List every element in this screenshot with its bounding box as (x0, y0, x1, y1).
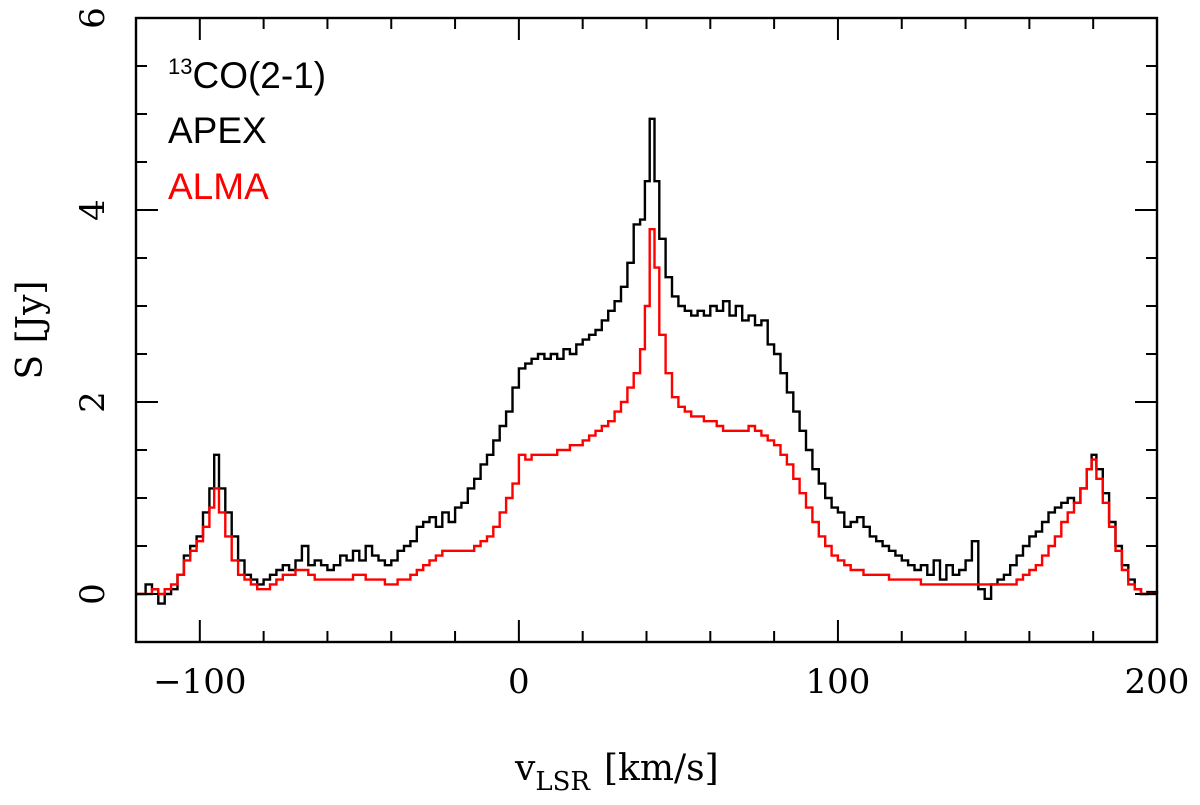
ticks-layer (135, 17, 1158, 643)
x-tick-label: 0 (508, 662, 530, 702)
x-tick-label: 200 (1125, 662, 1190, 702)
series-layer (136, 117, 1159, 605)
series-alma (136, 228, 1157, 596)
y-axis-label: S [Jy] (10, 281, 51, 380)
series-apex (136, 117, 1159, 605)
x-axis-label: vLSR [km/s] (514, 748, 719, 797)
y-tick-label: 2 (73, 391, 113, 413)
legend-entry-apex: APEX (168, 110, 267, 151)
legend-title: 13CO(2-1) (168, 54, 326, 96)
legend-entry-alma: ALMA (168, 166, 269, 207)
legend-title-superscript: 13 (168, 54, 192, 79)
x-tick-label: 100 (805, 662, 870, 702)
y-tick-label: 4 (73, 199, 113, 221)
x-axis-label-units: [km/s] (604, 748, 719, 789)
x-tick-label: −100 (153, 662, 246, 702)
y-tick-label: 6 (73, 7, 113, 29)
tick-labels: −100 0 100 200 0 2 4 6 (73, 7, 1189, 702)
legend-title-main: CO(2-1) (192, 55, 326, 96)
plot-frame (134, 16, 1159, 644)
x-axis-label-main: v (514, 748, 536, 789)
legend: 13CO(2-1) APEX ALMA (168, 54, 326, 207)
y-tick-label: 0 (73, 583, 113, 605)
x-axis-label-subscript: LSR (535, 767, 591, 797)
